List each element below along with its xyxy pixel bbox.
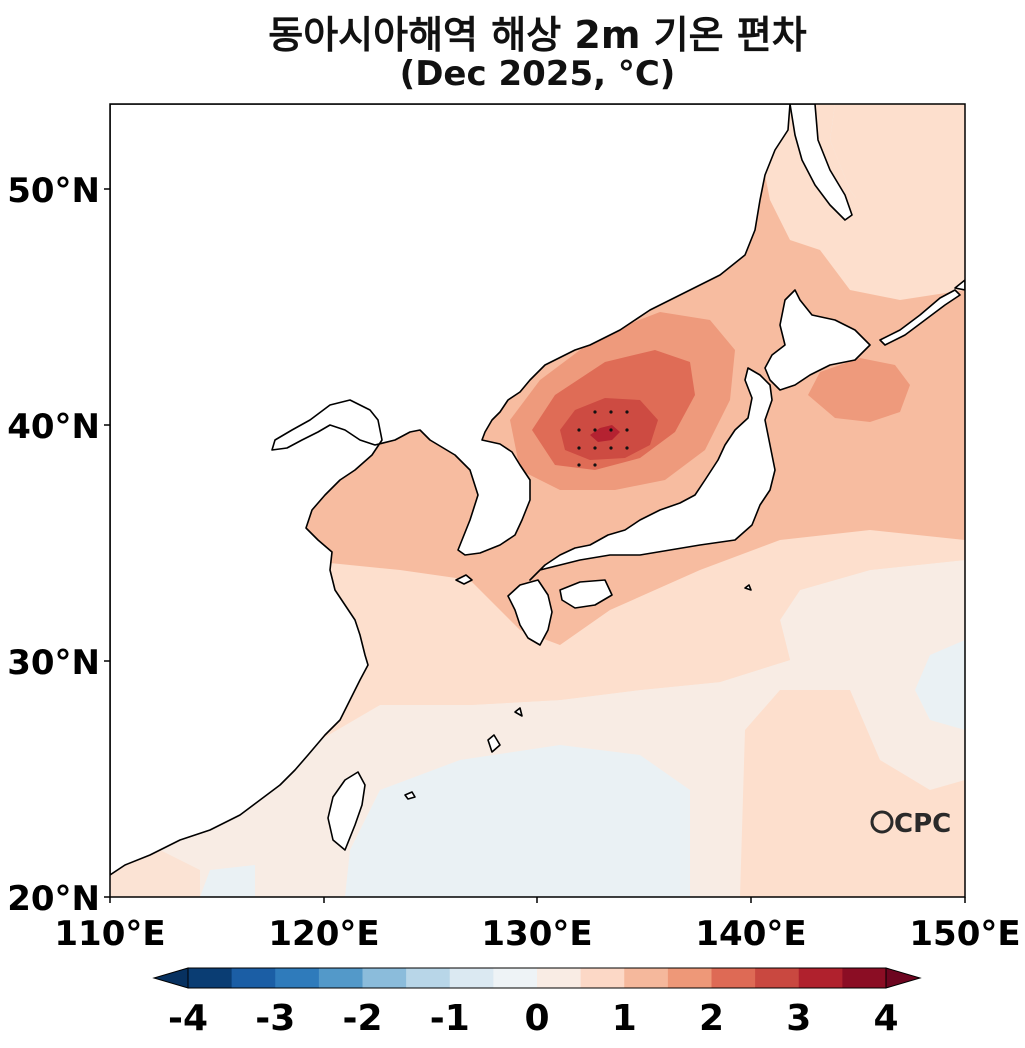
land-kurils <box>879 289 961 346</box>
land-island-1 <box>514 707 523 717</box>
colorbar-tick-label: -2 <box>343 998 383 1039</box>
warm-band-2-east <box>808 358 910 422</box>
colorbar-segment <box>318 968 363 988</box>
colorbar-over-arrow <box>885 967 922 989</box>
colorbar-frame <box>187 967 887 989</box>
lat-tick-label: 40°N <box>7 407 100 447</box>
colorbar-segment <box>580 968 625 988</box>
colorbar-tick-label: -3 <box>255 998 295 1039</box>
colorbar-segment <box>406 968 451 988</box>
colorbar-tick-label: -4 <box>168 998 208 1039</box>
colorbar-tick-label: 2 <box>699 998 724 1039</box>
land-taiwan <box>327 771 366 851</box>
colorbar-segment <box>449 968 494 988</box>
land-shikoku <box>559 579 613 609</box>
colorbar-tick-label: 3 <box>786 998 811 1039</box>
land-island-2 <box>487 734 501 753</box>
colorbar-segment <box>624 968 669 988</box>
lon-tick-label: 130°E <box>481 914 592 954</box>
colorbar-segment <box>755 968 800 988</box>
colorbar: -4 -3 -2 -1 0 1 2 3 4 <box>152 967 922 1039</box>
lon-tick-label: 140°E <box>695 914 806 954</box>
colorbar-tick-label: 4 <box>873 998 898 1039</box>
cool-anomaly-southwest <box>200 865 255 897</box>
colorbar-segment <box>362 968 407 988</box>
colorbar-tick-label: 1 <box>612 998 637 1039</box>
colorbar-segment <box>667 968 712 988</box>
land-island-3 <box>404 791 416 800</box>
colorbar-segment <box>842 968 887 988</box>
colorbar-segment <box>275 968 320 988</box>
land-kyushu <box>507 579 553 646</box>
lon-axis: 110°E 120°E 130°E 140°E 150°E <box>54 897 1021 954</box>
light-warm-southeast <box>740 690 965 897</box>
lon-tick-label: 120°E <box>268 914 379 954</box>
colorbar-segment <box>188 968 233 988</box>
land-mainland <box>110 104 791 876</box>
cool-anomaly-east <box>915 640 965 730</box>
colorbar-segment <box>711 968 756 988</box>
lat-tick-label: 30°N <box>7 643 100 683</box>
lat-axis: 20°N 30°N 40°N 50°N <box>7 171 110 919</box>
cool-anomaly-south <box>345 745 690 897</box>
logo-text: CPC <box>894 809 951 839</box>
colorbar-segment <box>493 968 538 988</box>
land-japan <box>529 367 776 581</box>
lon-tick-label: 110°E <box>54 914 165 954</box>
colorbar-segment <box>231 968 276 988</box>
land-sakhalin <box>789 104 853 221</box>
significance-stipple <box>577 410 629 467</box>
lat-tick-label: 50°N <box>7 171 100 211</box>
coastlines <box>110 104 965 876</box>
land-hokkaido <box>764 289 871 391</box>
land-island-4 <box>744 584 752 591</box>
map-subtitle: (Dec 2025, °C) <box>399 54 676 94</box>
land-kamchatka <box>954 279 965 291</box>
colorbar-segment <box>537 968 582 988</box>
colorbar-tick-label: -1 <box>430 998 470 1039</box>
lat-tick-label: 20°N <box>7 879 100 919</box>
land-jeju <box>455 574 473 585</box>
warm-band-5 <box>590 425 620 442</box>
cpc-logo: CPC <box>870 809 951 839</box>
colorbar-under-arrow <box>152 967 189 989</box>
lon-tick-label: 150°E <box>909 914 1020 954</box>
map-title: 동아시아해역 해상 2m 기온 편차 <box>268 13 807 57</box>
anomaly-field: CPC <box>110 104 965 897</box>
colorbar-segment <box>798 968 843 988</box>
colorbar-tick-label: 0 <box>524 998 549 1039</box>
